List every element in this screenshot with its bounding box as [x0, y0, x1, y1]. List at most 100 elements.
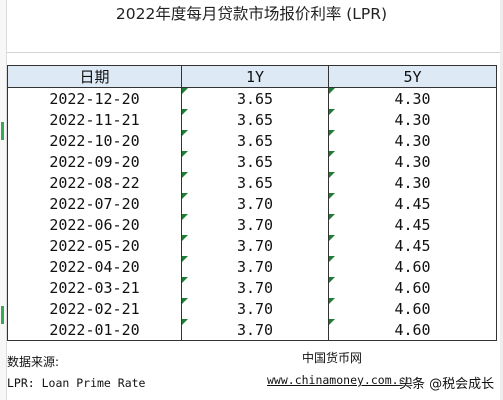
- rate-1y-cell-value: 3.70: [236, 320, 274, 339]
- cell-marker-icon: [182, 298, 188, 304]
- date-cell[interactable]: 2022-11-21: [7, 109, 182, 130]
- cell-marker-icon: [182, 277, 188, 283]
- table-row: 2022-04-20 3.70 4.60: [7, 256, 497, 277]
- rate-5y-cell-value: 4.30: [394, 173, 431, 192]
- source-label: 数据来源:: [7, 355, 60, 369]
- cell-marker-icon: [329, 214, 335, 220]
- rate-1y-cell-value: 3.70: [236, 194, 274, 213]
- rate-1y-cell-value: 3.70: [236, 299, 274, 318]
- rate-5y-cell[interactable]: 4.30: [328, 130, 497, 151]
- cell-marker-icon: [329, 130, 335, 136]
- cell-marker-icon: [329, 319, 335, 325]
- rate-5y-cell[interactable]: 4.60: [328, 319, 497, 341]
- date-cell[interactable]: 2022-09-20: [7, 151, 182, 172]
- cell-marker-icon: [182, 235, 188, 241]
- rate-5y-cell-value: 4.60: [394, 299, 431, 318]
- table-row: 2022-10-20 3.65 4.30: [7, 130, 497, 151]
- date-cell[interactable]: 2022-05-20: [7, 235, 182, 256]
- rate-1y-cell-value: 3.70: [236, 278, 274, 297]
- date-cell[interactable]: 2022-12-20: [7, 87, 182, 109]
- column-header-5y[interactable]: 5Y: [328, 65, 497, 88]
- rate-1y-cell-value: 3.65: [236, 131, 274, 150]
- rate-1y-cell[interactable]: 3.65: [181, 172, 329, 193]
- date-cell[interactable]: 2022-10-20: [7, 130, 182, 151]
- rate-1y-cell-value: 3.70: [236, 236, 274, 255]
- rate-5y-cell[interactable]: 4.60: [328, 277, 497, 298]
- rate-5y-cell-value: 4.30: [394, 131, 431, 150]
- date-cell[interactable]: 2022-07-20: [7, 193, 182, 214]
- rate-5y-cell[interactable]: 4.30: [328, 109, 497, 130]
- rate-5y-cell-value: 4.45: [394, 215, 431, 234]
- table-row: 2022-03-21 3.70 4.60: [7, 277, 497, 298]
- date-cell[interactable]: 2022-08-22: [7, 172, 182, 193]
- rate-1y-cell[interactable]: 3.65: [181, 109, 329, 130]
- rate-1y-cell[interactable]: 3.70: [181, 256, 329, 277]
- cell-marker-icon: [182, 88, 188, 94]
- rate-5y-cell[interactable]: 4.45: [328, 193, 497, 214]
- table-row: 2022-11-21 3.65 4.30: [7, 109, 497, 130]
- rate-5y-cell-value: 4.60: [394, 257, 431, 276]
- cell-marker-icon: [182, 193, 188, 199]
- rate-5y-cell-value: 4.45: [394, 236, 431, 255]
- rate-1y-cell[interactable]: 3.70: [181, 277, 329, 298]
- cell-marker-icon: [329, 277, 335, 283]
- date-cell-value: 2022-01-20: [49, 320, 140, 339]
- column-header-1y[interactable]: 1Y: [181, 65, 329, 88]
- cell-marker-icon: [329, 193, 335, 199]
- date-cell-value: 2022-03-21: [49, 278, 140, 297]
- rate-5y-cell-value: 4.30: [394, 110, 431, 129]
- rate-5y-cell[interactable]: 4.30: [328, 87, 497, 109]
- cell-marker-icon: [329, 256, 335, 262]
- rate-5y-cell-value: 4.30: [394, 89, 431, 108]
- cell-marker-icon: [182, 256, 188, 262]
- column-header-date[interactable]: 日期: [7, 65, 182, 88]
- rate-1y-cell[interactable]: 3.70: [181, 298, 329, 319]
- rate-5y-cell-value: 4.30: [394, 152, 431, 171]
- rate-5y-cell[interactable]: 4.45: [328, 235, 497, 256]
- date-cell[interactable]: 2022-01-20: [7, 319, 182, 341]
- gutter-marker: [1, 122, 4, 140]
- rate-5y-cell[interactable]: 4.60: [328, 298, 497, 319]
- table-row: 2022-02-21 3.70 4.60: [7, 298, 497, 319]
- date-cell[interactable]: 2022-03-21: [7, 277, 182, 298]
- cell-marker-icon: [329, 235, 335, 241]
- source-name: 中国货币网: [302, 351, 363, 365]
- cell-marker-icon: [182, 151, 188, 157]
- rate-5y-cell[interactable]: 4.30: [328, 172, 497, 193]
- cell-marker-icon: [182, 214, 188, 220]
- date-cell-value: 2022-11-21: [49, 110, 140, 129]
- date-cell[interactable]: 2022-02-21: [7, 298, 182, 319]
- rate-1y-cell[interactable]: 3.65: [181, 87, 329, 109]
- cell-marker-icon: [329, 109, 335, 115]
- rate-5y-cell[interactable]: 4.30: [328, 151, 497, 172]
- divider: [7, 52, 500, 53]
- rate-5y-cell-value: 4.60: [394, 320, 431, 339]
- rate-1y-cell-value: 3.65: [236, 110, 274, 129]
- rate-1y-cell[interactable]: 3.70: [181, 193, 329, 214]
- date-cell-value: 2022-12-20: [49, 89, 140, 108]
- watermark: 头条 @税会成长: [399, 377, 495, 392]
- rate-5y-cell[interactable]: 4.60: [328, 256, 497, 277]
- rate-5y-cell-value: 4.45: [394, 194, 431, 213]
- sheet-title: 2022年度每月贷款市场报价利率 (LPR): [115, 5, 388, 23]
- date-cell-value: 2022-04-20: [49, 257, 140, 276]
- cell-marker-icon: [329, 151, 335, 157]
- date-cell-value: 2022-07-20: [49, 194, 140, 213]
- rate-1y-cell[interactable]: 3.70: [181, 235, 329, 256]
- table-row: 2022-12-20 3.65 4.30: [7, 87, 497, 109]
- source-url-link[interactable]: www.chinamoney.com.cn: [267, 373, 413, 387]
- lpr-note: LPR: Loan Prime Rate: [7, 376, 146, 390]
- date-cell[interactable]: 2022-06-20: [7, 214, 182, 235]
- rate-1y-cell[interactable]: 3.65: [181, 151, 329, 172]
- rate-1y-cell-value: 3.65: [236, 173, 274, 192]
- rate-1y-cell[interactable]: 3.70: [181, 214, 329, 235]
- rate-5y-cell-value: 4.60: [394, 278, 431, 297]
- rate-1y-cell[interactable]: 3.65: [181, 130, 329, 151]
- date-cell[interactable]: 2022-04-20: [7, 256, 182, 277]
- date-cell-value: 2022-10-20: [49, 131, 140, 150]
- rate-5y-cell[interactable]: 4.45: [328, 214, 497, 235]
- rate-1y-cell[interactable]: 3.70: [181, 319, 329, 341]
- cell-marker-icon: [182, 130, 188, 136]
- gutter-marker: [1, 306, 4, 324]
- sheet-right-edge: [500, 0, 503, 400]
